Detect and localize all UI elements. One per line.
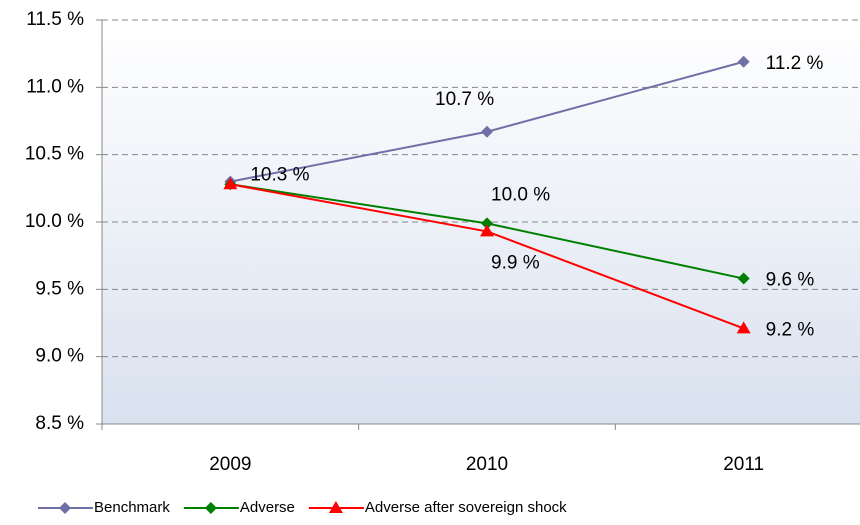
data-point	[736, 321, 751, 334]
x-tick-label: 2011	[723, 454, 764, 475]
data-label: 11.2 %	[766, 53, 824, 74]
legend-marker	[204, 502, 217, 514]
y-tick-label: 10.0 %	[25, 211, 84, 232]
y-tick-label: 8.5 %	[35, 413, 84, 434]
legend-label: Benchmark	[94, 499, 170, 516]
y-tick-label: 9.5 %	[35, 278, 84, 299]
data-label: 10.7 %	[435, 89, 494, 110]
legend-label: Adverse after sovereign shock	[365, 499, 567, 516]
data-point	[481, 125, 493, 138]
y-tick-label: 11.0 %	[26, 76, 84, 97]
data-label: 9.6 %	[766, 270, 815, 291]
data-point	[481, 217, 493, 230]
legend-marker	[59, 502, 71, 514]
data-label: 10.0 %	[491, 184, 550, 205]
data-label: 9.2 %	[766, 319, 815, 340]
legend-marker	[328, 501, 343, 513]
y-tick-label: 9.0 %	[35, 346, 84, 367]
y-tick-label: 10.5 %	[25, 144, 84, 165]
data-point	[737, 272, 750, 285]
data-label: 9.9 %	[491, 252, 540, 273]
data-point	[223, 177, 238, 190]
data-label: 10.3 %	[250, 165, 309, 186]
x-tick-label: 2009	[209, 454, 251, 475]
legend-label: Adverse	[240, 499, 295, 516]
data-point	[480, 224, 494, 237]
x-tick-label: 2010	[466, 454, 508, 475]
y-tick-label: 11.5 %	[26, 9, 84, 30]
data-point	[737, 55, 750, 68]
